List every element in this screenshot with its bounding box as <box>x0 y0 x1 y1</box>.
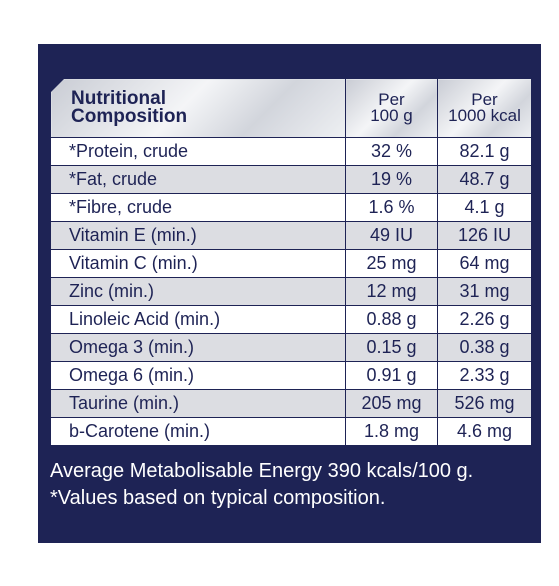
value-per-100g: 0.15 g <box>345 333 438 362</box>
value-per-1000kcal: 126 IU <box>437 221 532 250</box>
header-per1000-line2: 1000 kcal <box>448 106 521 125</box>
nutrient-name: Omega 6 (min.) <box>50 361 346 390</box>
notes-block: Average Metabolisable Energy 390 kcals/1… <box>50 458 540 512</box>
table-header-row: Nutritional Composition Per 100 g Per 10… <box>50 78 532 138</box>
nutrient-name: Omega 3 (min.) <box>50 333 346 362</box>
header-name-line1: Nutritional <box>71 88 166 109</box>
table-row: Linoleic Acid (min.) 0.88 g 2.26 g <box>50 305 532 334</box>
table-row: *Protein, crude 32 % 82.1 g <box>50 137 532 166</box>
nutrient-name: Linoleic Acid (min.) <box>50 305 346 334</box>
nutrition-table-wrapper: Nutritional Composition Per 100 g Per 10… <box>50 78 532 446</box>
nutrient-name: Vitamin E (min.) <box>50 221 346 250</box>
nutrient-name: Taurine (min.) <box>50 389 346 418</box>
table-row: *Fat, crude 19 % 48.7 g <box>50 165 532 194</box>
nutrition-table: Nutritional Composition Per 100 g Per 10… <box>50 78 532 446</box>
nutrient-name: Zinc (min.) <box>50 277 346 306</box>
nutrient-name: Vitamin C (min.) <box>50 249 346 278</box>
value-per-100g: 205 mg <box>345 389 438 418</box>
value-per-1000kcal: 0.38 g <box>437 333 532 362</box>
table-row: b-Carotene (min.) 1.8 mg 4.6 mg <box>50 417 532 446</box>
table-row: Omega 6 (min.) 0.91 g 2.33 g <box>50 361 532 390</box>
value-per-1000kcal: 526 mg <box>437 389 532 418</box>
header-per-100g: Per 100 g <box>345 78 438 138</box>
value-per-100g: 25 mg <box>345 249 438 278</box>
header-name-line2: Composition <box>71 106 188 127</box>
value-per-100g: 1.8 mg <box>345 417 438 446</box>
value-per-1000kcal: 2.26 g <box>437 305 532 334</box>
typical-composition-footnote: *Values based on typical composition. <box>50 487 386 509</box>
table-row: Taurine (min.) 205 mg 526 mg <box>50 389 532 418</box>
header-per100-line2: 100 g <box>370 106 413 125</box>
nutrition-panel: Nutritional Composition Per 100 g Per 10… <box>38 44 541 543</box>
value-per-1000kcal: 4.6 mg <box>437 417 532 446</box>
value-per-1000kcal: 64 mg <box>437 249 532 278</box>
value-per-100g: 12 mg <box>345 277 438 306</box>
header-per100-line1: Per <box>378 90 405 109</box>
value-per-1000kcal: 2.33 g <box>437 361 532 390</box>
nutrient-name: *Fat, crude <box>50 165 346 194</box>
nutrient-name: b-Carotene (min.) <box>50 417 346 446</box>
header-nutritional-composition: Nutritional Composition <box>50 78 346 138</box>
value-per-1000kcal: 82.1 g <box>437 137 532 166</box>
value-per-1000kcal: 4.1 g <box>437 193 532 222</box>
value-per-100g: 32 % <box>345 137 438 166</box>
header-per-1000kcal: Per 1000 kcal <box>437 78 532 138</box>
value-per-1000kcal: 31 mg <box>437 277 532 306</box>
nutrient-name: *Fibre, crude <box>50 193 346 222</box>
table-row: *Fibre, crude 1.6 % 4.1 g <box>50 193 532 222</box>
nutrient-name: *Protein, crude <box>50 137 346 166</box>
table-row: Omega 3 (min.) 0.15 g 0.38 g <box>50 333 532 362</box>
table-row: Zinc (min.) 12 mg 31 mg <box>50 277 532 306</box>
header-per1000-line1: Per <box>471 90 498 109</box>
value-per-100g: 19 % <box>345 165 438 194</box>
value-per-100g: 49 IU <box>345 221 438 250</box>
energy-note: Average Metabolisable Energy 390 kcals/1… <box>50 460 474 482</box>
value-per-1000kcal: 48.7 g <box>437 165 532 194</box>
value-per-100g: 1.6 % <box>345 193 438 222</box>
value-per-100g: 0.91 g <box>345 361 438 390</box>
table-row: Vitamin C (min.) 25 mg 64 mg <box>50 249 532 278</box>
table-row: Vitamin E (min.) 49 IU 126 IU <box>50 221 532 250</box>
value-per-100g: 0.88 g <box>345 305 438 334</box>
